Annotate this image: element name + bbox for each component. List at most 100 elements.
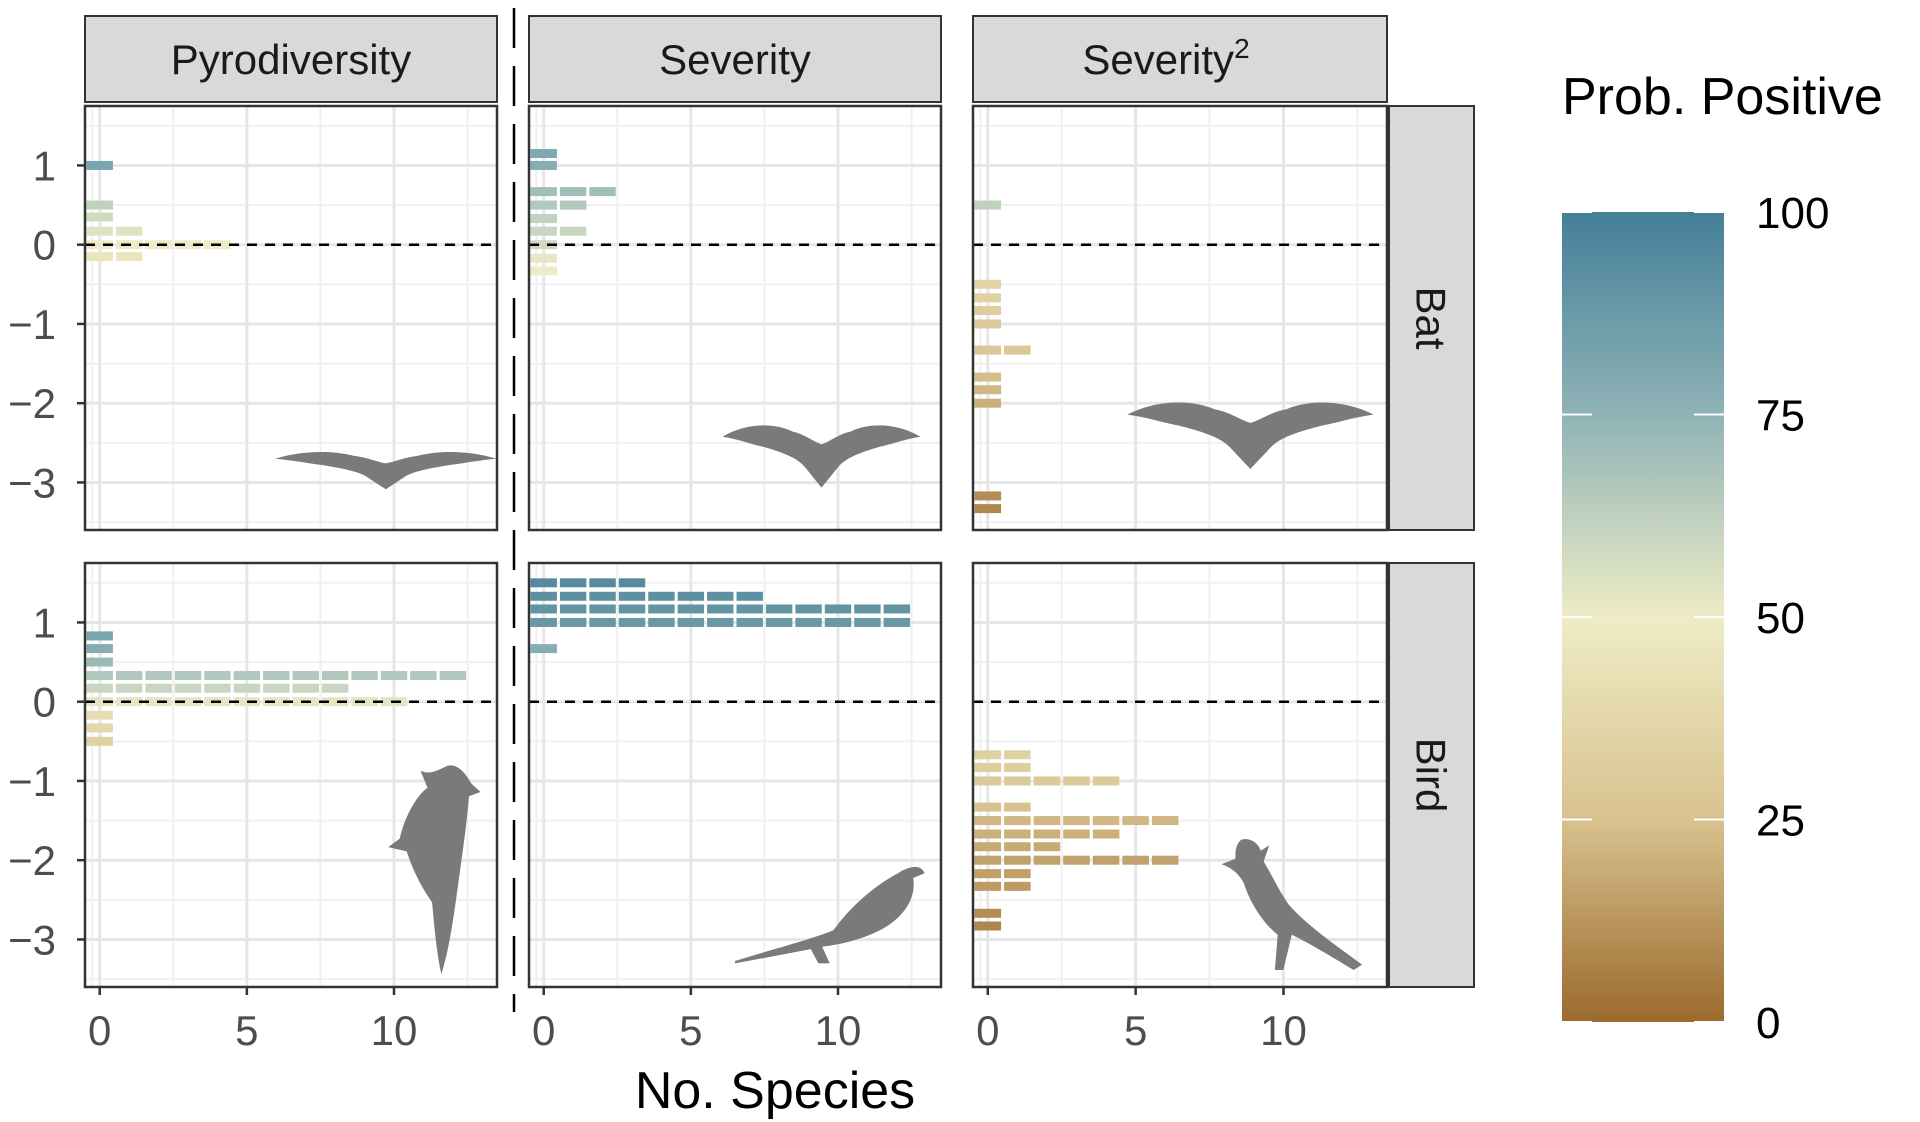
- species-brick: [1004, 345, 1031, 355]
- species-brick: [1122, 855, 1149, 865]
- facet-strips: Pyrodiversity Severity Severity2 Bat Bir…: [84, 15, 1475, 988]
- species-brick: [589, 591, 616, 601]
- species-brick: [321, 683, 349, 693]
- panel-bird-pyrodiversity: [83, 561, 499, 989]
- species-brick: [439, 671, 467, 681]
- bat-silhouette-icon: [275, 451, 497, 490]
- species-brick: [292, 671, 319, 681]
- species-brick: [86, 226, 113, 236]
- strip-col-pyrodiversity: [84, 15, 498, 103]
- species-brick: [530, 644, 557, 654]
- species-brick: [1033, 776, 1061, 786]
- legend-ticks: 100 75 50 25 0: [1562, 189, 1829, 1048]
- species-brick: [321, 671, 349, 681]
- species-brick: [1004, 802, 1031, 812]
- species-brick: [648, 591, 675, 601]
- x-tick-label: 5: [1124, 1007, 1147, 1054]
- y-tick-label: −2: [8, 380, 56, 427]
- species-brick: [115, 252, 143, 262]
- species-brick: [854, 617, 881, 627]
- strip-row-bird: [1388, 562, 1475, 988]
- species-brick: [974, 504, 1002, 514]
- species-brick: [1063, 829, 1090, 839]
- species-brick: [974, 279, 1002, 289]
- species-brick: [795, 604, 822, 614]
- x-tick-label: 0: [88, 1007, 111, 1054]
- strip-label-pyrodiversity: Pyrodiversity: [171, 36, 411, 83]
- species-brick: [974, 881, 1002, 891]
- panel-background: [529, 106, 941, 530]
- panel-bird-severity2: [971, 561, 1389, 989]
- species-brick: [589, 578, 616, 588]
- species-brick: [677, 591, 705, 601]
- species-brick: [1092, 776, 1120, 786]
- species-brick: [736, 617, 763, 627]
- panel-bat-pyrodiversity: [83, 104, 499, 532]
- legend-tick-label: 75: [1756, 392, 1805, 441]
- species-brick: [86, 240, 113, 250]
- y-tick-label: 0: [33, 679, 56, 726]
- species-brick: [648, 617, 675, 627]
- legend-tick-label: 50: [1756, 594, 1805, 643]
- species-brick: [174, 671, 202, 681]
- species-brick: [974, 491, 1002, 501]
- species-brick: [86, 252, 113, 262]
- species-brick: [677, 604, 705, 614]
- species-brick: [86, 200, 113, 210]
- panel-border: [971, 104, 1389, 532]
- species-brick: [86, 644, 113, 654]
- bat-silhouette-icon: [722, 425, 921, 488]
- species-brick: [559, 578, 587, 588]
- species-brick: [974, 750, 1002, 760]
- color-legend: Prob. Positive 100 75 50 25 0: [1562, 68, 1883, 1048]
- x-tick-label: 10: [1260, 1007, 1307, 1054]
- panel-border: [83, 561, 499, 989]
- y-tick-label: −2: [8, 837, 56, 884]
- strip-col-severity-squared: [972, 15, 1388, 103]
- strip-row-bat: [1388, 105, 1475, 531]
- axes: 10−1−2−310−1−2−30 5 10 0 5 10 0 5 10: [8, 142, 1307, 1054]
- species-brick: [559, 617, 587, 627]
- panel-background: [973, 106, 1387, 530]
- panel-border: [527, 104, 943, 532]
- species-brick: [1004, 855, 1031, 865]
- species-brick: [559, 604, 587, 614]
- panel-border: [83, 104, 499, 532]
- species-brick: [1004, 776, 1031, 786]
- y-tick-label: −1: [8, 301, 56, 348]
- species-brick: [1004, 842, 1031, 852]
- y-tick-label: −3: [8, 459, 56, 506]
- y-tick-label: 0: [33, 222, 56, 269]
- species-brick: [86, 710, 113, 720]
- woodpecker-silhouette-icon: [388, 765, 481, 975]
- species-brick: [86, 697, 113, 707]
- species-brick: [380, 671, 408, 681]
- species-brick: [263, 671, 290, 681]
- panel-bat-severity2: [971, 104, 1389, 532]
- species-brick: [974, 398, 1002, 408]
- species-brick: [974, 816, 1002, 826]
- species-brick: [618, 604, 646, 614]
- sparrow-silhouette-icon: [735, 866, 925, 964]
- species-brick: [974, 305, 1002, 315]
- strip-label-severity-squared-exponent: 2: [1234, 33, 1250, 64]
- strip-label-bat: Bat: [1408, 286, 1455, 349]
- species-brick: [1151, 855, 1179, 865]
- species-brick: [530, 200, 557, 210]
- species-brick: [559, 226, 587, 236]
- species-brick: [86, 683, 113, 693]
- species-brick: [1033, 829, 1061, 839]
- species-brick: [1004, 816, 1031, 826]
- species-brick: [86, 736, 113, 746]
- species-brick: [1033, 816, 1061, 826]
- species-brick: [736, 591, 763, 601]
- species-brick: [559, 591, 587, 601]
- y-tick-label: 1: [33, 142, 56, 189]
- species-brick: [1092, 816, 1120, 826]
- species-brick: [736, 604, 763, 614]
- species-brick: [233, 697, 261, 707]
- species-brick: [174, 240, 202, 250]
- species-brick: [1004, 881, 1031, 891]
- species-brick: [292, 683, 319, 693]
- species-brick: [145, 671, 172, 681]
